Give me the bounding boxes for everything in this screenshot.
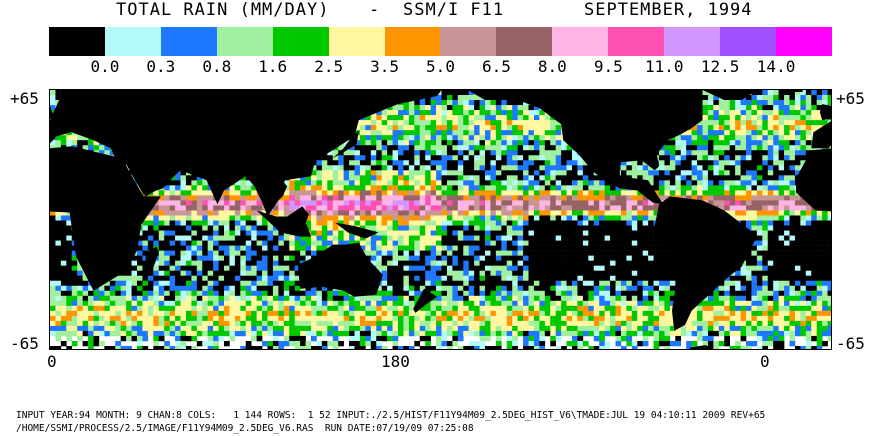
legend-label-4: 2.5 — [314, 57, 344, 76]
legend-swatch-10 — [608, 27, 665, 56]
arabia-landmass — [126, 160, 174, 195]
legend-swatch-4 — [272, 27, 329, 56]
title-instrument: SSM/I F11 — [403, 0, 505, 20]
footer-path-line: /HOME/SSMI/PROCESS/2.5/IMAGE/F11Y94M09_2… — [16, 423, 474, 434]
legend-swatch-6 — [384, 27, 441, 56]
africa-landmass — [796, 148, 831, 212]
legend-swatch-8 — [496, 27, 553, 56]
legend-label-1: 0.3 — [146, 57, 176, 76]
lat-label-bottom-left: -65 — [10, 334, 39, 353]
legend-swatch-3 — [216, 27, 273, 56]
rain-map-canvas — [50, 90, 831, 349]
new-zealand-landmass — [413, 288, 438, 313]
uk-landmass — [50, 106, 55, 119]
legend-label-7: 6.5 — [481, 57, 511, 76]
lon-label-right: 0 — [760, 352, 770, 371]
borneo-landmass — [287, 206, 309, 227]
footer-input-line: INPUT YEAR:94 MONTH: 9 CHAN:8 COLS: 1 14… — [16, 410, 766, 421]
lon-label-center: 180 — [381, 352, 410, 371]
legend-label-0: 0.0 — [90, 57, 120, 76]
rain-map — [49, 89, 832, 350]
legend-label-5: 3.5 — [370, 57, 400, 76]
legend-label-9: 9.5 — [593, 57, 623, 76]
legend-label-6: 5.0 — [426, 57, 455, 76]
lat-label-top-right: +65 — [836, 89, 865, 108]
iceland-landmass — [780, 90, 803, 92]
legend-swatch-2 — [160, 27, 217, 56]
legend-label-3: 1.6 — [258, 57, 288, 76]
legend-label-10: 11.0 — [644, 57, 684, 76]
lat-label-bottom-right: -65 — [836, 334, 865, 353]
uk-landmass — [819, 104, 831, 121]
africa-landmass — [50, 146, 161, 291]
legend-swatch-12 — [720, 27, 776, 56]
color-legend — [49, 27, 832, 56]
indochina-landmass — [267, 176, 288, 203]
greenland-landmass — [702, 90, 757, 100]
south-america-landmass — [654, 196, 757, 331]
madagascar-landmass — [145, 246, 159, 271]
legend-swatch-0 — [49, 27, 105, 56]
title-separator: - — [369, 0, 381, 20]
legend-swatch-1 — [104, 27, 161, 56]
europe-asia-landmass — [811, 121, 831, 149]
legend-label-8: 8.0 — [537, 57, 567, 76]
legend-label-11: 12.5 — [700, 57, 740, 76]
lon-label-left: 0 — [47, 352, 57, 371]
map-title: TOTAL RAIN (MM/DAY) - SSM/I F11 SEPTEMBE… — [0, 0, 880, 24]
legend-swatch-11 — [664, 27, 721, 56]
indonesia-landmass — [256, 210, 311, 237]
landmasses — [50, 90, 831, 349]
legend-swatch-7 — [440, 27, 497, 56]
new-guinea-landmass — [334, 222, 379, 239]
legend-swatch-13 — [775, 27, 832, 56]
japan-landmass — [332, 130, 359, 159]
australia-landmass — [297, 242, 383, 297]
legend-label-12: 14.0 — [756, 57, 796, 76]
title-period: SEPTEMBER, 1994 — [584, 0, 753, 20]
legend-swatch-9 — [552, 27, 609, 56]
legend-swatch-5 — [328, 27, 385, 56]
title-product: TOTAL RAIN (MM/DAY) — [116, 0, 330, 20]
lat-label-top-left: +65 — [10, 89, 39, 108]
antarctic-peninsula-landmass — [689, 345, 707, 349]
legend-label-2: 0.8 — [202, 57, 232, 76]
north-america-landmass — [467, 90, 703, 205]
